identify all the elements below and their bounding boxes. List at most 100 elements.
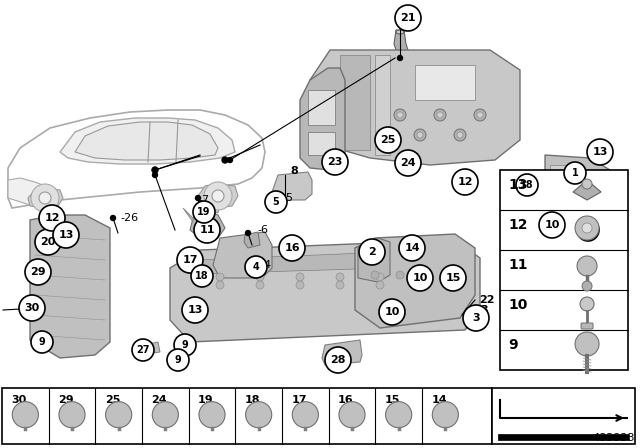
- Text: 10: 10: [384, 307, 400, 317]
- Text: 24: 24: [151, 395, 167, 405]
- Text: 14: 14: [404, 243, 420, 253]
- Text: 9: 9: [182, 340, 188, 350]
- Circle shape: [132, 339, 154, 361]
- Text: 22: 22: [479, 295, 495, 305]
- Circle shape: [325, 347, 351, 373]
- Text: 10: 10: [544, 220, 560, 230]
- Circle shape: [454, 129, 466, 141]
- Circle shape: [53, 222, 79, 248]
- Circle shape: [446, 271, 454, 279]
- Circle shape: [582, 281, 592, 291]
- Circle shape: [177, 247, 203, 273]
- Circle shape: [397, 112, 403, 118]
- Circle shape: [371, 271, 379, 279]
- Circle shape: [35, 229, 61, 255]
- Circle shape: [407, 265, 433, 291]
- Circle shape: [265, 191, 287, 213]
- Circle shape: [59, 402, 85, 428]
- Text: 21: 21: [400, 13, 416, 23]
- Polygon shape: [75, 122, 218, 160]
- Circle shape: [292, 402, 319, 428]
- Polygon shape: [300, 68, 345, 170]
- Circle shape: [376, 273, 384, 281]
- Circle shape: [376, 281, 384, 289]
- Text: 9: 9: [38, 337, 45, 347]
- FancyBboxPatch shape: [500, 170, 628, 370]
- Circle shape: [194, 217, 220, 243]
- Circle shape: [582, 223, 592, 233]
- Circle shape: [245, 256, 267, 278]
- Text: 9: 9: [175, 355, 181, 365]
- Circle shape: [399, 235, 425, 261]
- Circle shape: [577, 219, 599, 241]
- Circle shape: [416, 281, 424, 289]
- Text: 10: 10: [508, 298, 527, 312]
- Text: 3: 3: [472, 313, 480, 323]
- Text: 29: 29: [30, 267, 46, 277]
- Circle shape: [421, 271, 429, 279]
- Circle shape: [575, 216, 599, 240]
- Circle shape: [397, 56, 403, 60]
- Circle shape: [296, 273, 304, 281]
- Polygon shape: [138, 342, 160, 355]
- Text: 2: 2: [368, 247, 376, 257]
- Circle shape: [553, 233, 567, 247]
- Text: 13: 13: [188, 305, 203, 315]
- Circle shape: [199, 402, 225, 428]
- Polygon shape: [170, 240, 480, 342]
- Text: 8: 8: [290, 166, 298, 176]
- Polygon shape: [573, 180, 601, 200]
- Text: 16: 16: [284, 243, 300, 253]
- Text: 24: 24: [400, 158, 416, 168]
- Text: 1: 1: [572, 168, 579, 178]
- Polygon shape: [190, 210, 225, 238]
- Polygon shape: [213, 232, 272, 278]
- Polygon shape: [30, 215, 110, 358]
- Circle shape: [246, 402, 272, 428]
- Text: 12: 12: [44, 213, 60, 223]
- Circle shape: [474, 109, 486, 121]
- Circle shape: [31, 331, 53, 353]
- Text: 13: 13: [592, 147, 608, 157]
- Polygon shape: [272, 172, 312, 200]
- Text: 18: 18: [244, 395, 260, 405]
- Circle shape: [575, 332, 599, 356]
- Text: 29: 29: [58, 395, 74, 405]
- Text: 15: 15: [445, 273, 461, 283]
- Polygon shape: [415, 65, 475, 100]
- Polygon shape: [310, 50, 520, 165]
- Circle shape: [516, 174, 538, 196]
- Text: 25: 25: [380, 135, 396, 145]
- Text: 483923: 483923: [593, 433, 635, 443]
- Circle shape: [182, 297, 208, 323]
- Circle shape: [39, 192, 51, 204]
- FancyBboxPatch shape: [492, 388, 635, 444]
- Circle shape: [246, 231, 250, 236]
- Circle shape: [256, 281, 264, 289]
- Circle shape: [457, 132, 463, 138]
- Text: 12: 12: [457, 177, 473, 187]
- Polygon shape: [322, 340, 362, 365]
- Circle shape: [25, 259, 51, 285]
- Text: 18: 18: [520, 180, 534, 190]
- Circle shape: [359, 239, 385, 265]
- Circle shape: [477, 112, 483, 118]
- Circle shape: [414, 129, 426, 141]
- Circle shape: [167, 349, 189, 371]
- Polygon shape: [244, 232, 260, 248]
- Circle shape: [216, 273, 224, 281]
- Circle shape: [31, 184, 59, 212]
- FancyBboxPatch shape: [2, 388, 492, 444]
- Text: 14: 14: [431, 395, 447, 405]
- Circle shape: [394, 109, 406, 121]
- Circle shape: [587, 139, 613, 165]
- Text: -26: -26: [120, 213, 138, 223]
- Circle shape: [577, 256, 597, 276]
- Circle shape: [336, 273, 344, 281]
- Circle shape: [336, 281, 344, 289]
- Circle shape: [432, 402, 458, 428]
- Ellipse shape: [396, 30, 404, 34]
- Circle shape: [106, 402, 132, 428]
- Text: 5: 5: [273, 197, 280, 207]
- Text: 30: 30: [12, 395, 27, 405]
